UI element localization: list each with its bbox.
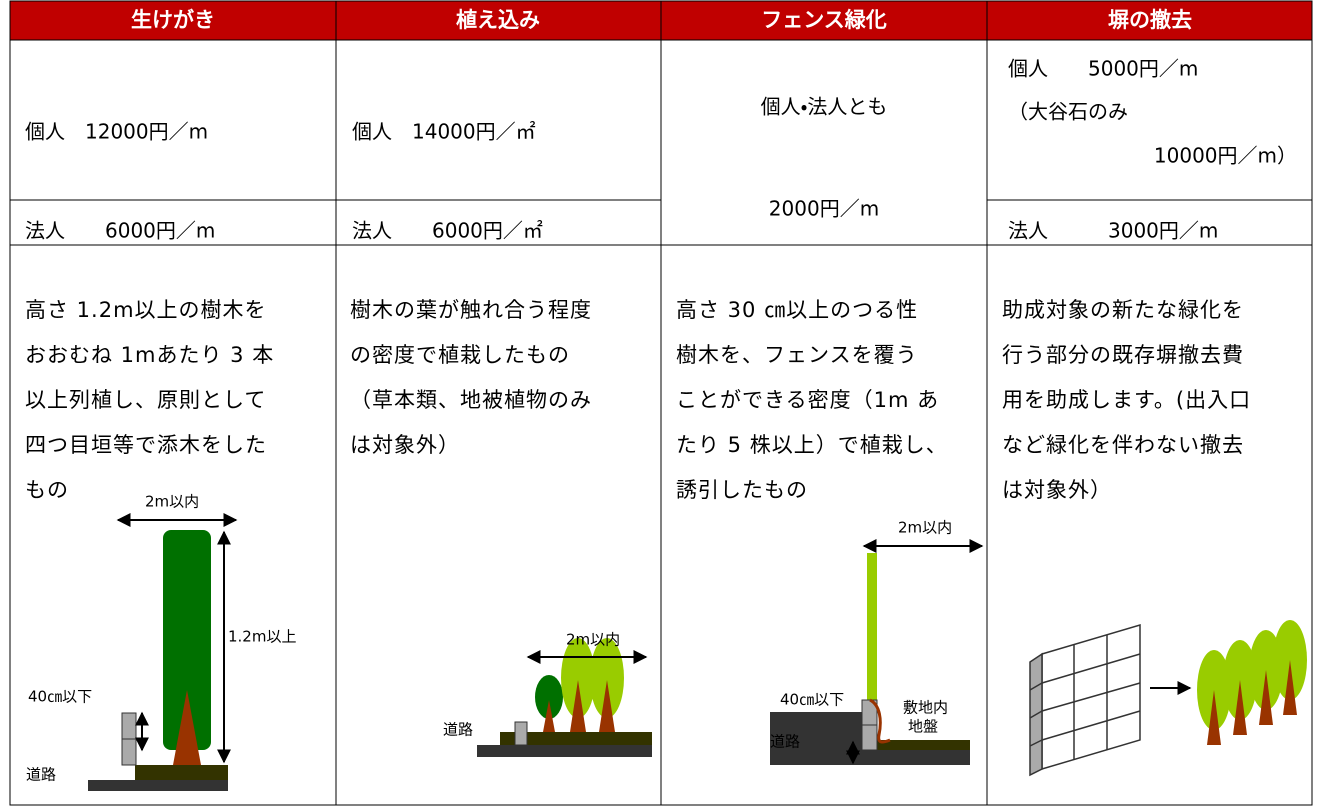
table-grid — [9, 0, 1313, 806]
wall-diagram — [1029, 623, 1192, 777]
description-line: （草本類、地被植物のみ — [350, 388, 592, 412]
description-line: は対象外） — [1002, 478, 1112, 502]
header-cell: 塀の撤去 — [1108, 8, 1192, 32]
diagram-label: 2m以内 — [145, 493, 199, 511]
price: （大谷石のみ — [1008, 100, 1128, 124]
diagram-label: 道路 — [770, 733, 800, 751]
price: 2000円／m — [769, 197, 879, 221]
diagram-label: 敷地内 — [903, 699, 948, 717]
description-line: 誘引したもの — [676, 478, 808, 502]
price: 個人 12000円／m — [25, 120, 208, 144]
diagram-label: 2m以内 — [898, 519, 952, 537]
description-line: は対象外） — [350, 433, 460, 457]
description-line: 用を助成します。(出入口 — [1002, 388, 1251, 412]
description-line: 行う部分の既存塀撤去費 — [1002, 343, 1244, 367]
description-line: の密度で植栽したもの — [350, 343, 570, 367]
trees — [1197, 620, 1307, 745]
description-line: 四つ目垣等で添木をした — [25, 433, 267, 457]
price: 個人・法人とも — [761, 95, 888, 119]
price: 個人 5000円／m — [1008, 57, 1198, 81]
description-line: 以上列植し、原則として — [25, 388, 266, 412]
planting-diagram — [477, 638, 652, 757]
price: 法人 3000円／m — [1008, 219, 1218, 243]
description-line: など緑化を伴わない撤去 — [1002, 433, 1244, 457]
diagram-label: 地盤 — [908, 718, 938, 736]
price: 個人 14000円／㎡ — [352, 120, 536, 144]
description-line: 樹木の葉が触れ合う程度 — [350, 298, 592, 322]
header-cell: 生けがき — [131, 8, 215, 32]
fence-diagram — [770, 539, 984, 765]
description-line: おおむね 1mあたり 3 本 — [25, 343, 274, 367]
description-line: たり 5 株以上）で植栽し、 — [676, 433, 948, 457]
hedge-diagram — [88, 513, 238, 791]
price: 10000円／m） — [1154, 144, 1297, 168]
price: 法人 6000円／㎡ — [352, 219, 543, 243]
diagram-label: 40㎝以下 — [780, 691, 844, 709]
description-line: 樹木を、フェンスを覆う — [676, 343, 918, 367]
diagram-label: 道路 — [443, 721, 473, 739]
description-line: 高さ 30 ㎝以上のつる性 — [676, 298, 918, 322]
diagram-label: 道路 — [26, 766, 56, 784]
description-line: 助成対象の新たな緑化を — [1002, 298, 1244, 322]
header-cell: フェンス緑化 — [761, 8, 887, 32]
price: 法人 6000円／m — [25, 219, 215, 243]
diagram-label: 1.2m以上 — [228, 628, 296, 646]
description-line: ことができる密度（1m あ — [676, 388, 939, 412]
header-cell: 植え込み — [456, 8, 540, 32]
description-line: 高さ 1.2m以上の樹木を — [25, 298, 267, 322]
description-line: もの — [25, 478, 69, 502]
diagram-label: 40㎝以下 — [28, 688, 92, 706]
diagram-label: 2m以内 — [566, 631, 620, 649]
